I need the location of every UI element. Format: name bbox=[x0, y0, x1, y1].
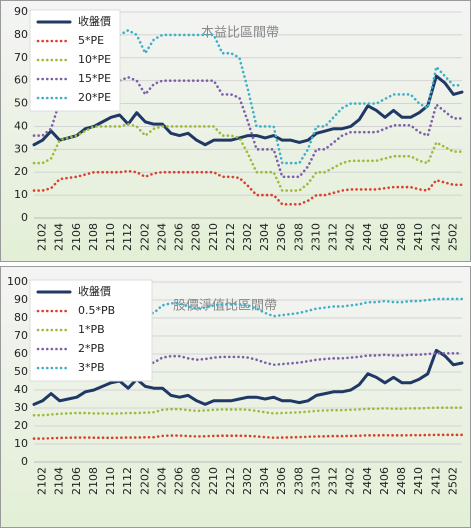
price-line bbox=[32, 74, 464, 147]
x-tick-label: 2212 bbox=[224, 223, 237, 251]
legend-label: 5*PE bbox=[78, 34, 104, 47]
x-tick-label: 2306 bbox=[275, 467, 288, 495]
x-tick-label: 2312 bbox=[327, 223, 340, 251]
legend-label: 3*PB bbox=[78, 361, 105, 374]
y-tick-label: 40 bbox=[14, 383, 28, 396]
y-tick-label: 30 bbox=[14, 401, 28, 414]
x-tick-label: 2210 bbox=[207, 467, 220, 495]
x-tick-label: 2404 bbox=[361, 223, 374, 251]
x-tick-label: 2204 bbox=[155, 467, 168, 495]
x-tick-label: 2112 bbox=[121, 223, 134, 251]
x-tick-label: 2102 bbox=[36, 223, 49, 251]
x-tick-label: 2412 bbox=[429, 467, 442, 495]
y-tick-label: 40 bbox=[14, 119, 28, 132]
y-tick-label: 20 bbox=[14, 165, 28, 178]
x-tick-label: 2402 bbox=[344, 467, 357, 495]
band-line bbox=[32, 297, 464, 323]
x-tick-label: 2202 bbox=[138, 467, 151, 495]
y-tick-label: 0 bbox=[21, 455, 28, 468]
x-tick-label: 2402 bbox=[344, 223, 357, 251]
y-tick-label: 20 bbox=[14, 419, 28, 432]
x-tick-label: 2302 bbox=[241, 223, 254, 251]
x-tick-label: 2204 bbox=[155, 223, 168, 251]
legend-label: 2*PB bbox=[78, 342, 105, 355]
x-tick-label: 2202 bbox=[138, 223, 151, 251]
y-tick-label: 80 bbox=[14, 311, 28, 324]
x-tick-label: 2104 bbox=[53, 467, 66, 495]
x-tick-label: 2404 bbox=[361, 467, 374, 495]
x-tick-label: 2306 bbox=[275, 223, 288, 251]
legend-label: 15*PE bbox=[78, 72, 111, 85]
x-tick-label: 2312 bbox=[327, 467, 340, 495]
legend-label: 0.5*PB bbox=[78, 304, 115, 317]
y-tick-label: 0 bbox=[21, 211, 28, 224]
y-tick-label: 100 bbox=[7, 275, 28, 288]
y-tick-label: 90 bbox=[14, 5, 28, 18]
y-tick-label: 80 bbox=[14, 28, 28, 41]
x-tick-label: 2106 bbox=[70, 467, 83, 495]
band-line bbox=[32, 122, 464, 192]
band-line bbox=[32, 406, 464, 417]
x-tick-label: 2108 bbox=[87, 223, 100, 251]
y-tick-label: 50 bbox=[14, 365, 28, 378]
x-tick-label: 2110 bbox=[104, 467, 117, 495]
x-tick-label: 2110 bbox=[104, 223, 117, 251]
chart: 0 10 20 30 40 50 60 70 80 90 100 2102 2104 2106 2108 21… bbox=[0, 266, 471, 528]
x-tick-label: 2308 bbox=[292, 223, 305, 251]
x-tick-label: 2108 bbox=[87, 467, 100, 495]
x-tick-label: 2210 bbox=[207, 223, 220, 251]
legend-label: 收盤價 bbox=[78, 14, 111, 28]
x-tick-label: 2502 bbox=[446, 467, 459, 495]
legend-label: 收盤價 bbox=[78, 284, 111, 298]
y-tick-label: 60 bbox=[14, 74, 28, 87]
band-line bbox=[32, 351, 464, 370]
x-tick-label: 2408 bbox=[395, 467, 408, 495]
y-tick-label: 50 bbox=[14, 97, 28, 110]
legend-label: 20*PE bbox=[78, 91, 111, 104]
legend-label: 10*PE bbox=[78, 53, 111, 66]
x-tick-label: 2406 bbox=[378, 223, 391, 251]
x-tick-label: 2310 bbox=[309, 467, 322, 495]
x-tick-label: 2212 bbox=[224, 467, 237, 495]
x-tick-label: 2408 bbox=[395, 223, 408, 251]
x-tick-label: 2104 bbox=[53, 223, 66, 251]
legend-box bbox=[29, 9, 121, 112]
x-tick-label: 2206 bbox=[173, 223, 186, 251]
y-tick-label: 60 bbox=[14, 347, 28, 360]
x-tick-label: 2304 bbox=[258, 467, 271, 495]
x-tick-label: 2208 bbox=[190, 223, 203, 251]
y-tick-label: 30 bbox=[14, 142, 28, 155]
legend-box bbox=[29, 279, 153, 382]
x-tick-label: 2412 bbox=[429, 223, 442, 251]
x-tick-label: 2308 bbox=[292, 467, 305, 495]
legend-label: 1*PB bbox=[78, 323, 105, 336]
y-tick-label: 90 bbox=[14, 293, 28, 306]
x-tick-label: 2206 bbox=[173, 467, 186, 495]
y-tick-label: 70 bbox=[14, 51, 28, 64]
band-line bbox=[32, 169, 464, 206]
x-tick-label: 2410 bbox=[412, 223, 425, 251]
x-tick-label: 2304 bbox=[258, 223, 271, 251]
x-tick-label: 2310 bbox=[309, 223, 322, 251]
x-tick-label: 2302 bbox=[241, 467, 254, 495]
x-tick-label: 2406 bbox=[378, 467, 391, 495]
price-line bbox=[32, 348, 464, 406]
y-tick-label: 10 bbox=[14, 437, 28, 450]
x-tick-label: 2112 bbox=[121, 467, 134, 495]
x-tick-label: 2502 bbox=[446, 223, 459, 251]
chart: 0 10 20 30 40 50 60 70 80 90 2102 2104 2106 2108 2110 2… bbox=[0, 0, 471, 262]
y-tick-label: 10 bbox=[14, 188, 28, 201]
chart-title: 本益比區間帶 bbox=[201, 26, 279, 41]
x-tick-label: 2410 bbox=[412, 467, 425, 495]
x-tick-label: 2106 bbox=[70, 223, 83, 251]
y-tick-label: 70 bbox=[14, 329, 28, 342]
x-tick-label: 2208 bbox=[190, 467, 203, 495]
x-tick-label: 2102 bbox=[36, 467, 49, 495]
